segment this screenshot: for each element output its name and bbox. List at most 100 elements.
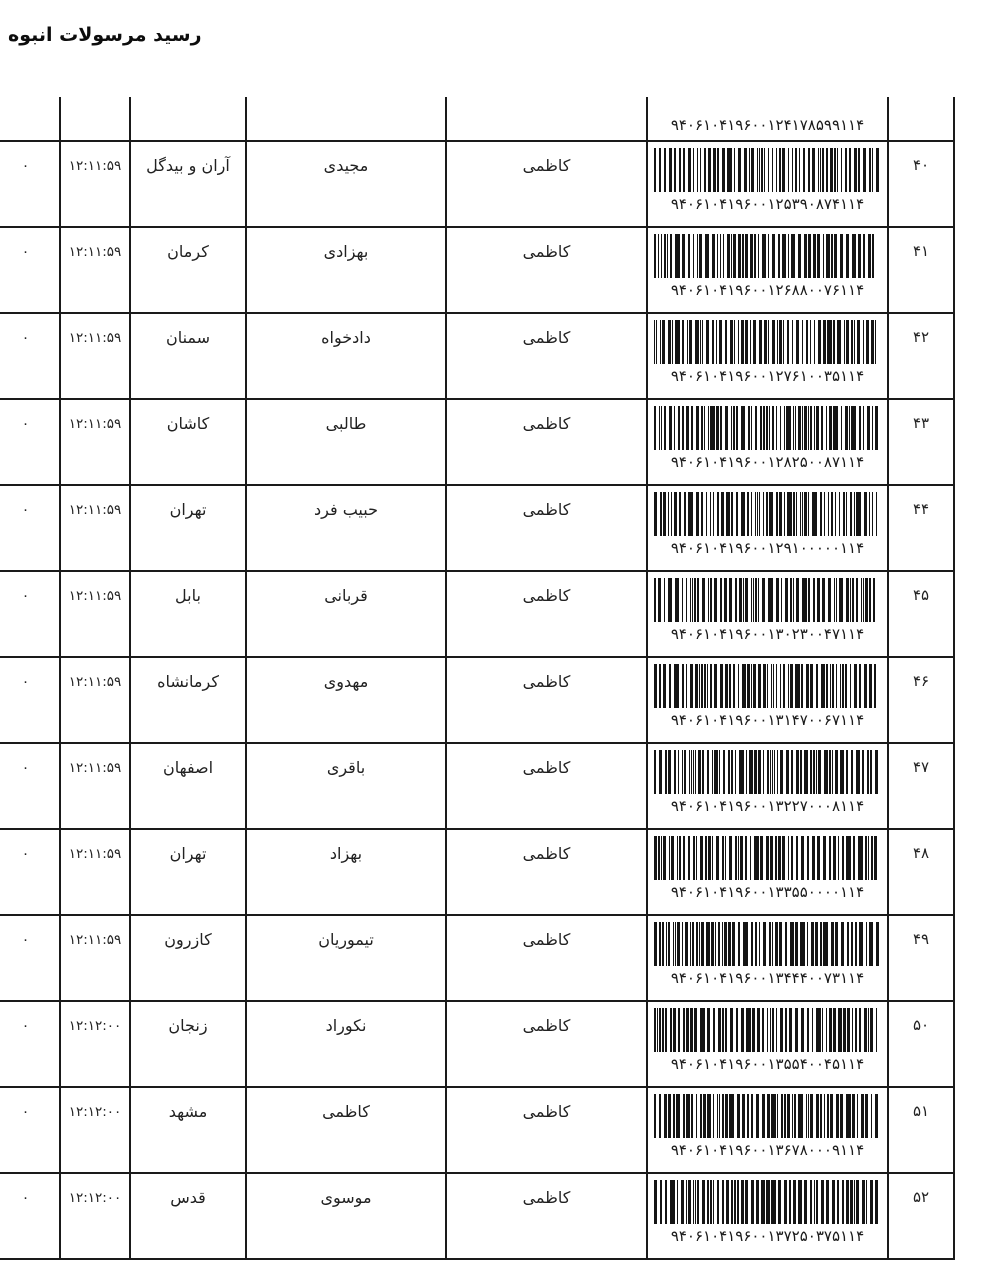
cell-time: ۱۲:۱۲:۰۰	[59, 1172, 131, 1260]
tracking-code: ۹۴۰۶۱۰۴۱۹۶۰۰۱۲۵۳۹۰۸۷۴۱۱۴	[670, 195, 865, 213]
cell-row-number: ۴۷	[887, 742, 955, 830]
row-number: ۴۶	[912, 672, 930, 690]
flag-value: ۰	[21, 158, 30, 174]
cell-flag: ۰	[0, 398, 61, 486]
cell-time: ۱۲:۱۱:۵۹	[59, 742, 131, 830]
barcode-image	[654, 320, 881, 364]
cell-city: بابل	[129, 570, 247, 658]
barcode-image	[654, 836, 881, 880]
tracking-code: ۹۴۰۶۱۰۴۱۹۶۰۰۱۲۴۱۷۸۵۹۹۱۱۴	[670, 116, 865, 134]
sender-name: کاظمی	[522, 1188, 571, 1207]
shipments-table: ۹۴۰۶۱۰۴۱۹۶۰۰۱۲۴۱۷۸۵۹۹۱۱۴ ۴۰ ۹۴۰۶۱۰۴۱۹۶۰۰…	[0, 97, 955, 1260]
tracking-code: ۹۴۰۶۱۰۴۱۹۶۰۰۱۲۶۸۸۰۰۷۶۱۱۴	[670, 281, 865, 299]
cell-sender: کاظمی	[445, 226, 648, 314]
cell-time: ۱۲:۱۲:۰۰	[59, 1086, 131, 1174]
cell-row-number: ۴۶	[887, 656, 955, 744]
table-row: ۴۰ ۹۴۰۶۱۰۴۱۹۶۰۰۱۲۵۳۹۰۸۷۴۱۱۴ کاظمی مجیدی …	[0, 140, 955, 228]
sender-name: کاظمی	[522, 156, 571, 175]
destination-city: کرمانشاه	[157, 672, 219, 691]
shipments-table-body: ۹۴۰۶۱۰۴۱۹۶۰۰۱۲۴۱۷۸۵۹۹۱۱۴ ۴۰ ۹۴۰۶۱۰۴۱۹۶۰۰…	[0, 97, 955, 1260]
cell-flag: ۰	[0, 914, 61, 1002]
registration-time: ۱۲:۱۱:۵۹	[68, 932, 122, 948]
cell-sender: کاظمی	[445, 140, 648, 228]
cell-city: تهران	[129, 484, 247, 572]
registration-time: ۱۲:۱۱:۵۹	[68, 846, 122, 862]
sender-name: کاظمی	[522, 930, 571, 949]
tracking-code: ۹۴۰۶۱۰۴۱۹۶۰۰۱۳۰۲۳۰۰۴۷۱۱۴	[670, 625, 865, 643]
tracking-code: ۹۴۰۶۱۰۴۱۹۶۰۰۱۳۴۴۴۰۰۷۳۱۱۴	[670, 969, 865, 987]
cell-city: کرمانشاه	[129, 656, 247, 744]
cell-recipient: کاظمی	[245, 1086, 447, 1174]
cell-recipient: بهزاد	[245, 828, 447, 916]
cell-time: ۱۲:۱۱:۵۹	[59, 140, 131, 228]
flag-value: ۰	[21, 1104, 30, 1120]
cell-recipient: دادخواه	[245, 312, 447, 400]
row-number: ۴۱	[912, 242, 930, 260]
cell-time: ۱۲:۱۱:۵۹	[59, 570, 131, 658]
cell-row-number: ۴۰	[887, 140, 955, 228]
cell-row-number: ۴۱	[887, 226, 955, 314]
barcode-image	[654, 1094, 881, 1138]
cell-sender: کاظمی	[445, 656, 648, 744]
cell-barcode: ۹۴۰۶۱۰۴۱۹۶۰۰۱۳۷۲۵۰۳۷۵۱۱۴	[646, 1172, 889, 1260]
destination-city: کازرون	[164, 930, 212, 949]
destination-city: قدس	[170, 1188, 206, 1207]
table-row: ۴۵ ۹۴۰۶۱۰۴۱۹۶۰۰۱۳۰۲۳۰۰۴۷۱۱۴ کاظمی قربانی…	[0, 570, 955, 658]
tracking-code: ۹۴۰۶۱۰۴۱۹۶۰۰۱۳۷۲۵۰۳۷۵۱۱۴	[670, 1227, 865, 1245]
page-title: رسید مرسولات انبوه	[8, 24, 202, 46]
cell-time	[59, 97, 131, 142]
flag-value: ۰	[21, 674, 30, 690]
cell-city: اصفهان	[129, 742, 247, 830]
table-row: ۴۹ ۹۴۰۶۱۰۴۱۹۶۰۰۱۳۴۴۴۰۰۷۳۱۱۴ کاظمی تیموری…	[0, 914, 955, 1002]
cell-recipient: باقری	[245, 742, 447, 830]
row-number: ۴۷	[912, 758, 930, 776]
cell-recipient	[245, 97, 447, 142]
cell-row-number: ۴۹	[887, 914, 955, 1002]
cell-barcode: ۹۴۰۶۱۰۴۱۹۶۰۰۱۳۳۵۵۰۰۰۰۱۱۴	[646, 828, 889, 916]
cell-recipient: طالبی	[245, 398, 447, 486]
cell-flag: ۰	[0, 484, 61, 572]
table-row-partial: ۹۴۰۶۱۰۴۱۹۶۰۰۱۲۴۱۷۸۵۹۹۱۱۴	[0, 97, 955, 142]
cell-barcode: ۹۴۰۶۱۰۴۱۹۶۰۰۱۲۴۱۷۸۵۹۹۱۱۴	[646, 97, 889, 142]
tracking-code: ۹۴۰۶۱۰۴۱۹۶۰۰۱۳۱۴۷۰۰۶۷۱۱۴	[670, 711, 865, 729]
cell-recipient: مجیدی	[245, 140, 447, 228]
destination-city: مشهد	[168, 1102, 208, 1121]
cell-flag: ۰	[0, 656, 61, 744]
recipient-name: مهدوی	[323, 672, 369, 691]
cell-barcode: ۹۴۰۶۱۰۴۱۹۶۰۰۱۲۸۲۵۰۰۸۷۱۱۴	[646, 398, 889, 486]
cell-barcode: ۹۴۰۶۱۰۴۱۹۶۰۰۱۲۶۸۸۰۰۷۶۱۱۴	[646, 226, 889, 314]
destination-city: بابل	[175, 586, 201, 605]
cell-recipient: حبیب فرد	[245, 484, 447, 572]
barcode-image	[654, 406, 881, 450]
cell-recipient: تیموریان	[245, 914, 447, 1002]
flag-value: ۰	[21, 588, 30, 604]
cell-row-number: ۴۲	[887, 312, 955, 400]
tracking-code: ۹۴۰۶۱۰۴۱۹۶۰۰۱۲۷۶۱۰۰۳۵۱۱۴	[670, 367, 865, 385]
cell-row-number: ۵۲	[887, 1172, 955, 1260]
cell-barcode: ۹۴۰۶۱۰۴۱۹۶۰۰۱۳۰۲۳۰۰۴۷۱۱۴	[646, 570, 889, 658]
row-number: ۴۲	[912, 328, 930, 346]
cell-barcode: ۹۴۰۶۱۰۴۱۹۶۰۰۱۳۱۴۷۰۰۶۷۱۱۴	[646, 656, 889, 744]
flag-value: ۰	[21, 244, 30, 260]
cell-city: تهران	[129, 828, 247, 916]
recipient-name: طالبی	[325, 414, 367, 433]
destination-city: تهران	[169, 500, 207, 519]
cell-row-number: ۵۰	[887, 1000, 955, 1088]
table-row: ۴۱ ۹۴۰۶۱۰۴۱۹۶۰۰۱۲۶۸۸۰۰۷۶۱۱۴ کاظمی بهزادی…	[0, 226, 955, 314]
cell-recipient: بهزادی	[245, 226, 447, 314]
cell-sender: کاظمی	[445, 484, 648, 572]
cell-sender: کاظمی	[445, 742, 648, 830]
cell-flag: ۰	[0, 570, 61, 658]
cell-recipient: مهدوی	[245, 656, 447, 744]
registration-time: ۱۲:۱۲:۰۰	[68, 1104, 122, 1120]
tracking-code: ۹۴۰۶۱۰۴۱۹۶۰۰۱۳۲۲۷۰۰۰۸۱۱۴	[670, 797, 865, 815]
barcode-image	[654, 922, 881, 966]
recipient-name: موسوی	[320, 1188, 372, 1207]
cell-sender	[445, 97, 648, 142]
cell-city: آران و بیدگل	[129, 140, 247, 228]
cell-recipient: نکوراد	[245, 1000, 447, 1088]
cell-time: ۱۲:۱۱:۵۹	[59, 656, 131, 744]
destination-city: اصفهان	[162, 758, 214, 777]
flag-value: ۰	[21, 502, 30, 518]
